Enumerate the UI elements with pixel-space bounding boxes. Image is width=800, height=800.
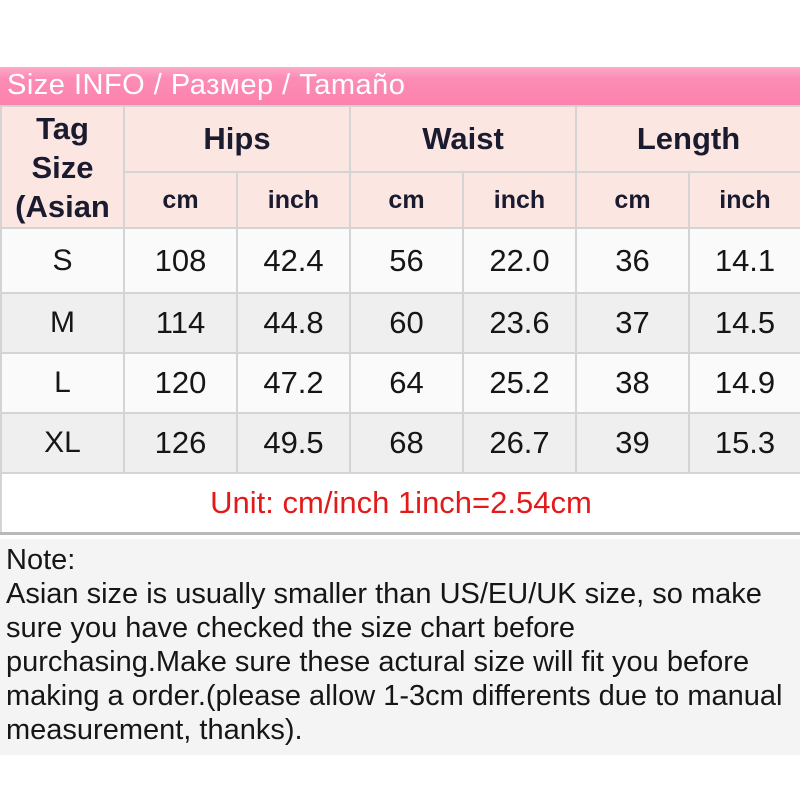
data-cell: 126 <box>123 412 238 474</box>
data-cell: 38 <box>575 352 690 414</box>
data-cell: 60 <box>349 292 464 354</box>
data-cell: 47.2 <box>236 352 351 414</box>
data-cell: 114 <box>123 292 238 354</box>
data-cell: 15.3 <box>688 412 800 474</box>
note-heading: Note: <box>6 543 76 576</box>
size-label-xl: XL <box>0 412 125 474</box>
data-cell: 68 <box>349 412 464 474</box>
data-cell: 64 <box>349 352 464 414</box>
waist-group-header: Waist <box>349 105 577 173</box>
data-cell: 44.8 <box>236 292 351 354</box>
table-group-header-row: Tag Size (Asian Hips Waist Length <box>0 105 800 229</box>
waist-cm-header: cm <box>349 171 464 229</box>
table-row-s: S 108 42.4 56 22.0 36 14.1 <box>0 227 800 294</box>
hips-group-header: Hips <box>123 105 351 173</box>
size-label-l: L <box>0 352 125 414</box>
size-table: Tag Size (Asian Hips Waist Length cm inc… <box>0 105 800 535</box>
tag-size-corner-header: Tag Size (Asian <box>0 105 125 229</box>
data-cell: 14.9 <box>688 352 800 414</box>
data-cell: 37 <box>575 292 690 354</box>
size-info-title-bar: Size INFO / Размер / Tamaño <box>0 67 800 105</box>
data-cell: 36 <box>575 227 690 294</box>
data-cell: 49.5 <box>236 412 351 474</box>
data-cell: 56 <box>349 227 464 294</box>
unit-note-row: Unit: cm/inch 1inch=2.54cm <box>0 472 800 535</box>
data-cell: 39 <box>575 412 690 474</box>
data-cell: 42.4 <box>236 227 351 294</box>
data-cell: 26.7 <box>462 412 577 474</box>
data-cell: 14.5 <box>688 292 800 354</box>
note-section: Note: Asian size is usually smaller than… <box>0 538 800 755</box>
length-cm-header: cm <box>575 171 690 229</box>
size-label-s: S <box>0 227 125 294</box>
size-label-m: M <box>0 292 125 354</box>
data-cell: 25.2 <box>462 352 577 414</box>
waist-inch-header: inch <box>462 171 577 229</box>
length-inch-header: inch <box>688 171 800 229</box>
table-unit-header-row: cm inch cm inch cm inch <box>1 171 800 229</box>
size-info-title: Size INFO / Размер / Tamaño <box>7 69 406 101</box>
table-row-l: L 120 47.2 64 25.2 38 14.9 <box>0 352 800 414</box>
data-cell: 14.1 <box>688 227 800 294</box>
hips-cm-header: cm <box>123 171 238 229</box>
note-body: Asian size is usually smaller than US/EU… <box>6 577 783 746</box>
table-row-xl: XL 126 49.5 68 26.7 39 15.3 <box>0 412 800 474</box>
data-cell: 108 <box>123 227 238 294</box>
length-group-header: Length <box>575 105 800 173</box>
data-cell: 120 <box>123 352 238 414</box>
data-cell: 22.0 <box>462 227 577 294</box>
table-row-m: M 114 44.8 60 23.6 37 14.5 <box>0 292 800 354</box>
hips-inch-header: inch <box>236 171 351 229</box>
data-cell: 23.6 <box>462 292 577 354</box>
unit-note-text: Unit: cm/inch 1inch=2.54cm <box>0 472 800 535</box>
